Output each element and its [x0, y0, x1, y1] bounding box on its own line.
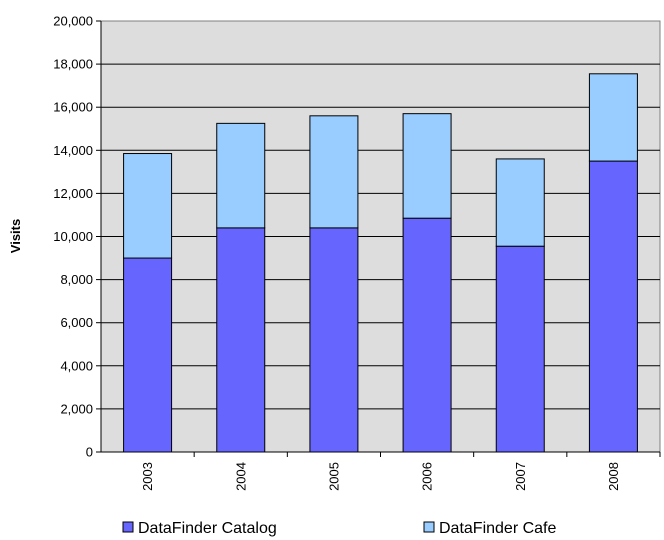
bar-catalog-2003	[123, 257, 173, 453]
x-tick-label: 2008	[606, 462, 621, 491]
x-tick-label: 2005	[326, 462, 341, 491]
y-tick-label: 14,000	[53, 143, 93, 158]
bar-catalog-2005	[309, 227, 359, 453]
bar-cafe-2008	[588, 73, 638, 162]
y-axis-label: Visits	[8, 219, 23, 253]
gridlines	[101, 63, 660, 410]
y-tick-label: 8,000	[60, 272, 93, 287]
x-tick-label: 2004	[233, 462, 248, 491]
bar-cafe-2003	[123, 153, 173, 259]
x-axis-ticks: 2003 2004 2005 2006 2007 2008	[140, 452, 661, 491]
y-axis-ticks: 0 2,000 4,000 6,000 8,000 10,000 12,000 14,000 1…	[53, 14, 101, 460]
legend-swatch-catalog	[122, 521, 134, 533]
legend-label-cafe: DataFinder Cafe	[439, 520, 556, 537]
y-tick-label: 12,000	[53, 186, 93, 201]
x-tick-label: 2003	[140, 462, 155, 491]
bar-catalog-2006	[402, 217, 452, 453]
bars	[123, 73, 638, 453]
x-tick-label: 2007	[513, 462, 528, 491]
y-tick-label: 2,000	[60, 401, 93, 416]
y-tick-label: 16,000	[53, 100, 93, 115]
y-tick-label: 0	[86, 445, 93, 460]
legend: DataFinder Catalog DataFinder Cafe	[122, 520, 556, 537]
legend-label-catalog: DataFinder Catalog	[138, 520, 277, 537]
y-tick-label: 6,000	[60, 315, 93, 330]
bar-catalog-2004	[216, 227, 266, 453]
bar-catalog-2008	[588, 160, 638, 453]
bar-cafe-2007	[495, 158, 545, 247]
legend-swatch-cafe	[423, 521, 435, 533]
y-tick-label: 20,000	[53, 14, 93, 29]
bar-catalog-2007	[495, 245, 545, 453]
y-tick-label: 4,000	[60, 358, 93, 373]
y-tick-label: 18,000	[53, 57, 93, 72]
bar-cafe-2006	[402, 113, 452, 219]
bar-cafe-2005	[309, 115, 359, 229]
y-tick-label: 10,000	[53, 229, 93, 244]
bar-cafe-2004	[216, 122, 266, 229]
x-tick-label: 2006	[420, 462, 435, 491]
